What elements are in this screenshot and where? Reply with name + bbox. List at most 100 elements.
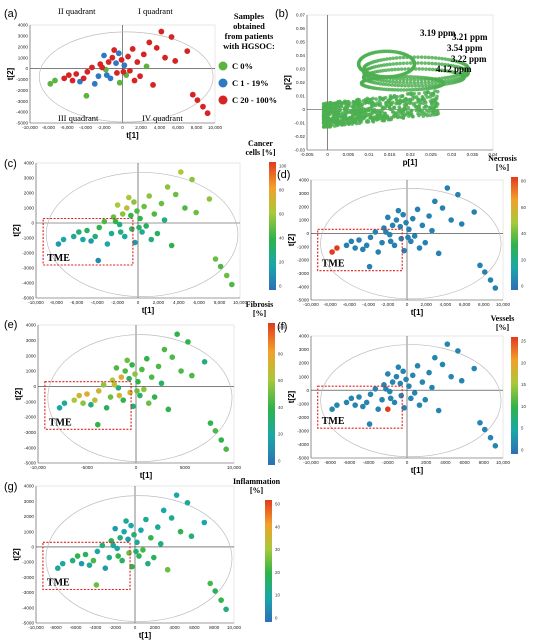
legend-swatch bbox=[218, 78, 228, 88]
score-point bbox=[217, 263, 224, 270]
loading-point bbox=[385, 79, 389, 83]
y-tick-label: 0.04 bbox=[296, 53, 305, 58]
loading-point bbox=[408, 77, 413, 82]
score-point bbox=[128, 212, 134, 219]
legend-title: with HGSOC: bbox=[223, 41, 275, 51]
tme-label: TME bbox=[322, 259, 345, 270]
score-point bbox=[206, 196, 213, 202]
loading-point bbox=[377, 99, 382, 103]
score-point bbox=[173, 492, 180, 498]
loading-point bbox=[420, 67, 425, 71]
score-point bbox=[448, 217, 454, 223]
score-point bbox=[52, 77, 58, 84]
score-point bbox=[141, 386, 147, 393]
score-point bbox=[114, 202, 121, 208]
loading-point bbox=[365, 120, 369, 124]
score-point bbox=[387, 395, 394, 402]
score-point bbox=[120, 397, 127, 403]
loading-point bbox=[401, 55, 406, 60]
score-point bbox=[93, 582, 100, 588]
score-point bbox=[122, 368, 129, 374]
tme-label: TME bbox=[47, 253, 70, 264]
loading-point bbox=[381, 116, 386, 120]
x-tick-label: -5000 bbox=[81, 465, 93, 470]
score-point bbox=[91, 80, 98, 87]
x-tick-label: -8,000 bbox=[50, 300, 63, 305]
score-point bbox=[129, 46, 136, 52]
score-point bbox=[391, 399, 398, 406]
score-point bbox=[334, 402, 340, 408]
loading-point bbox=[443, 62, 448, 67]
loading-point bbox=[381, 82, 385, 86]
score-point bbox=[137, 215, 143, 222]
score-point bbox=[133, 548, 139, 555]
loading-point bbox=[399, 67, 404, 71]
y-tick-label: 2000 bbox=[299, 361, 310, 366]
score-point bbox=[223, 446, 229, 453]
loading-point bbox=[398, 61, 402, 66]
y-tick-label: -2000 bbox=[16, 88, 28, 93]
score-point bbox=[348, 238, 355, 245]
y-tick-label: -1000 bbox=[24, 399, 36, 404]
x-tick-label: 6,000 bbox=[172, 125, 184, 130]
x-tick-label: 8,000 bbox=[214, 300, 226, 305]
score-point bbox=[383, 386, 389, 392]
loading-point bbox=[382, 57, 386, 62]
x-tick-label: -4000 bbox=[363, 460, 375, 465]
loading-point bbox=[336, 111, 341, 115]
x-tick-label: 8000 bbox=[209, 625, 220, 630]
score-point bbox=[110, 542, 117, 549]
score-point bbox=[107, 394, 114, 400]
score-point bbox=[422, 239, 429, 246]
loading-point bbox=[429, 92, 433, 96]
quadrant-ii-label: II quadrant bbox=[58, 6, 96, 16]
score-point bbox=[136, 553, 142, 559]
score-point bbox=[200, 103, 206, 110]
score-point bbox=[492, 285, 499, 291]
score-point bbox=[143, 516, 149, 523]
score-point bbox=[94, 548, 101, 555]
loading-point bbox=[401, 80, 406, 85]
score-point bbox=[132, 239, 138, 246]
loading-point bbox=[412, 77, 417, 82]
score-point bbox=[448, 373, 454, 380]
loading-point bbox=[426, 110, 431, 114]
x-tick-label: 8,000 bbox=[191, 125, 203, 130]
loading-point bbox=[423, 55, 427, 60]
loading-point bbox=[392, 105, 397, 110]
y-tick-label: 1000 bbox=[24, 529, 35, 534]
x-tick-label: 0.005 bbox=[343, 152, 355, 157]
y-tick-label: -5000 bbox=[297, 298, 309, 303]
score-point bbox=[135, 378, 141, 385]
score-point bbox=[408, 238, 414, 245]
loading-point bbox=[434, 67, 438, 72]
loading-point bbox=[350, 104, 354, 109]
loading-point bbox=[328, 110, 333, 114]
x-tick-label: -6000 bbox=[70, 625, 82, 630]
loading-point bbox=[424, 83, 428, 88]
loading-point bbox=[406, 105, 411, 110]
loading-point bbox=[386, 82, 391, 87]
colorbar bbox=[268, 323, 275, 465]
score-point bbox=[367, 234, 374, 241]
colorbar-tick-label: 80 bbox=[521, 179, 526, 184]
y-tick-label: -0.01 bbox=[295, 121, 306, 126]
loading-point bbox=[344, 102, 349, 107]
score-point bbox=[109, 377, 116, 384]
loading-point bbox=[385, 75, 389, 79]
loading-point bbox=[404, 103, 409, 107]
loading-point bbox=[325, 114, 329, 119]
colorbar bbox=[511, 337, 518, 454]
x-tick-label: 0.035 bbox=[467, 152, 479, 157]
colorbar-title: Vessels bbox=[491, 314, 515, 323]
panel-label: (d) bbox=[277, 169, 290, 181]
ppm-annotation: 3.54 ppm bbox=[447, 43, 483, 53]
score-point bbox=[131, 77, 138, 84]
score-point bbox=[471, 365, 478, 372]
score-point bbox=[94, 421, 101, 428]
loading-point bbox=[449, 63, 453, 68]
x-tick-label: 2000 bbox=[421, 460, 432, 465]
x-tick-label: -10,000 bbox=[30, 465, 46, 470]
loading-point bbox=[340, 101, 345, 105]
loading-point bbox=[399, 115, 404, 119]
